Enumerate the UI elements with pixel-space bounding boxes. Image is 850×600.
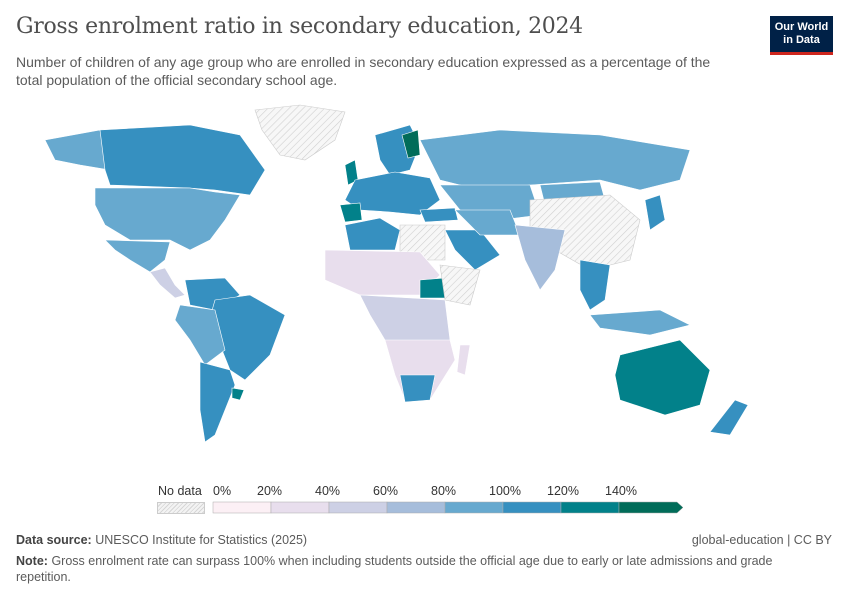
legend-no-data-swatch[interactable] bbox=[157, 502, 205, 514]
country-alaska[interactable] bbox=[44, 129, 111, 171]
country-north-africa[interactable] bbox=[344, 217, 401, 251]
legend-bin[interactable] bbox=[618, 501, 684, 514]
country-india[interactable] bbox=[514, 224, 566, 291]
country-new-zealand[interactable] bbox=[709, 399, 749, 436]
country-uruguay[interactable] bbox=[231, 387, 245, 401]
legend-bin[interactable] bbox=[328, 501, 388, 514]
country-iberia[interactable] bbox=[339, 202, 363, 223]
country-arabia[interactable] bbox=[444, 229, 501, 271]
legend-bin[interactable] bbox=[386, 501, 446, 514]
country-southeast-asia[interactable] bbox=[579, 259, 611, 311]
legend-tick-label: 140% bbox=[605, 484, 637, 498]
country-finland[interactable] bbox=[401, 129, 421, 159]
source-text[interactable]: UNESCO Institute for Statistics (2025) bbox=[95, 533, 308, 547]
country-south-sudan[interactable] bbox=[419, 277, 446, 299]
country-australia[interactable] bbox=[614, 339, 711, 416]
chart-subtitle: Number of children of any age group who … bbox=[16, 54, 711, 88]
legend-bin[interactable] bbox=[560, 501, 620, 514]
country-canada[interactable] bbox=[99, 124, 266, 196]
chart-title: Gross enrolment ratio in secondary educa… bbox=[16, 14, 583, 39]
country-madagascar[interactable] bbox=[456, 344, 471, 376]
country-turkey[interactable] bbox=[419, 207, 459, 223]
legend-tick-label: 120% bbox=[547, 484, 579, 498]
country-russia[interactable] bbox=[419, 129, 691, 191]
country-central-america[interactable] bbox=[149, 267, 186, 299]
legend-tick-label: 80% bbox=[431, 484, 457, 498]
country-indonesia[interactable] bbox=[589, 309, 691, 336]
country-europe[interactable] bbox=[344, 171, 441, 216]
source-label: Data source: bbox=[16, 533, 92, 547]
legend-bin[interactable] bbox=[444, 501, 504, 514]
legend-no-data-label: No data bbox=[158, 484, 202, 498]
license-text[interactable]: global-education | CC BY bbox=[691, 533, 832, 547]
legend-tick-label: 20% bbox=[257, 484, 283, 498]
legend-tick-label: 60% bbox=[373, 484, 399, 498]
note-label: Note: bbox=[16, 554, 48, 568]
country-greenland[interactable] bbox=[254, 104, 346, 161]
owid-logo[interactable]: Our World in Data bbox=[770, 16, 833, 55]
country-libya-egypt[interactable] bbox=[399, 224, 446, 261]
legend-tick-label: 40% bbox=[315, 484, 341, 498]
legend-tick-label: 100% bbox=[489, 484, 521, 498]
country-horn-of-africa[interactable] bbox=[439, 264, 481, 306]
country-mexico[interactable] bbox=[104, 239, 171, 273]
legend-tick-label: 0% bbox=[213, 484, 232, 498]
country-argentina-chile[interactable] bbox=[199, 361, 236, 443]
legend-bin[interactable] bbox=[212, 501, 272, 514]
country-usa[interactable] bbox=[94, 187, 241, 251]
country-south-africa[interactable] bbox=[399, 374, 436, 403]
footnote: Note: Gross enrolment rate can surpass 1… bbox=[16, 553, 816, 585]
legend-color-bar bbox=[212, 501, 684, 514]
country-japan-korea[interactable] bbox=[644, 194, 666, 231]
data-source: Data source: UNESCO Institute for Statis… bbox=[16, 533, 307, 547]
countries bbox=[44, 104, 749, 443]
world-map bbox=[44, 104, 749, 443]
note-text: Gross enrolment rate can surpass 100% wh… bbox=[16, 554, 773, 584]
legend-bin[interactable] bbox=[502, 501, 562, 514]
legend-bin[interactable] bbox=[270, 501, 330, 514]
